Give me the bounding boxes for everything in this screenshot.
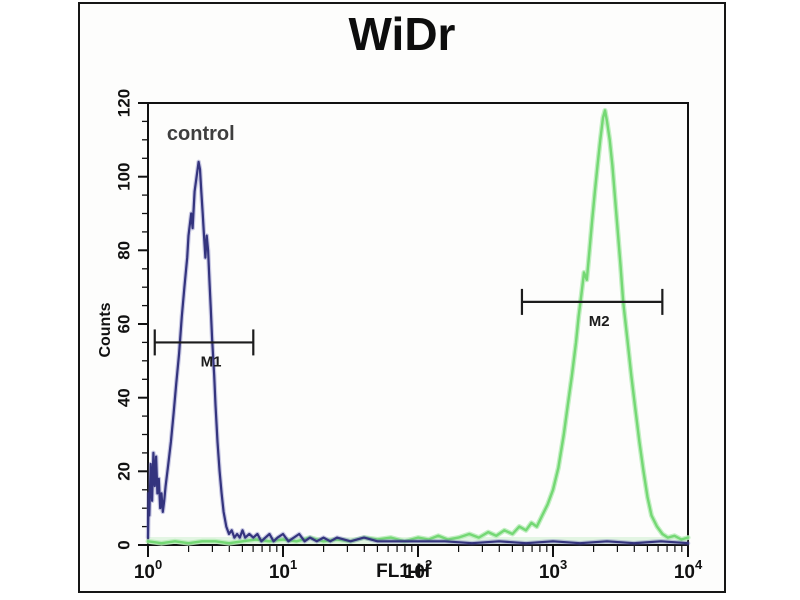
y-tick-label: 0 [115, 540, 134, 549]
x-tick-label: 101 [269, 557, 297, 583]
y-tick-label: 100 [115, 163, 134, 191]
y-tick-label: 20 [115, 462, 134, 481]
series-control-glow [145, 159, 691, 546]
x-axis-label: FL1-H [376, 561, 430, 582]
gate-marker-M1: M1 [153, 329, 255, 370]
gate-marker-M2: M2 [520, 288, 664, 330]
y-tick-label: 80 [115, 241, 134, 260]
annotation-control: control [167, 123, 235, 145]
series-control-curve [146, 160, 690, 545]
gate-label: M1 [201, 353, 222, 370]
x-tick-label: 100 [134, 557, 162, 583]
y-tick-label: 60 [115, 315, 134, 334]
y-tick-label: 40 [115, 388, 134, 407]
x-tick-label: 102 [404, 557, 432, 583]
figure-frame [78, 2, 726, 593]
plot-border [147, 102, 689, 546]
x-tick-label: 103 [539, 557, 567, 583]
gate-label: M2 [589, 313, 610, 330]
x-tick-label: 104 [674, 557, 703, 583]
chart-title: WiDr [348, 8, 456, 60]
y-tick-label: 120 [115, 89, 134, 117]
